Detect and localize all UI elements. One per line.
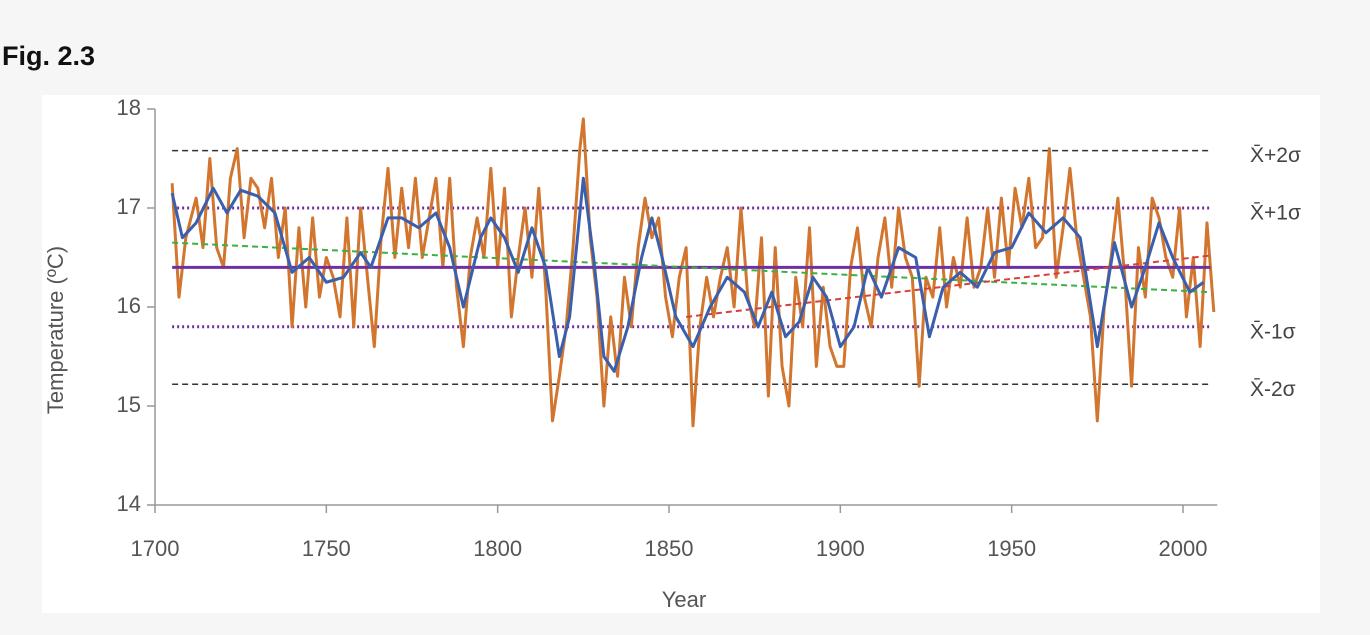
x-tick-label: 1900 — [816, 536, 865, 561]
y-tick-label: 14 — [117, 491, 141, 516]
figure-label: Fig. 2.3 — [2, 41, 95, 71]
y-tick-label: 17 — [117, 194, 141, 219]
y-tick-label: 18 — [117, 95, 141, 120]
x-tick-label: 1850 — [645, 536, 694, 561]
line-label: X̄-2σ — [1250, 378, 1296, 401]
series-line — [170, 176, 1205, 373]
x-tick-label: 1800 — [473, 536, 522, 561]
line-label: X̄-1σ — [1250, 320, 1296, 343]
y-tick-label: 15 — [117, 392, 141, 417]
series-line — [172, 241, 1211, 294]
line-label: X̄+2σ — [1250, 144, 1301, 167]
y-axis-label: Temperature (ºC) — [43, 246, 68, 414]
x-tick-label: 2000 — [1159, 536, 1208, 561]
x-axis-label: Year — [662, 587, 706, 612]
x-tick-label: 1750 — [302, 536, 351, 561]
series-line — [170, 117, 1216, 428]
chart-background — [42, 95, 1320, 613]
series-line — [686, 254, 1211, 318]
line-label: X̄+1σ — [1250, 201, 1301, 224]
y-tick-label: 16 — [117, 293, 141, 318]
x-tick-label: 1700 — [131, 536, 180, 561]
x-tick-label: 1950 — [987, 536, 1036, 561]
